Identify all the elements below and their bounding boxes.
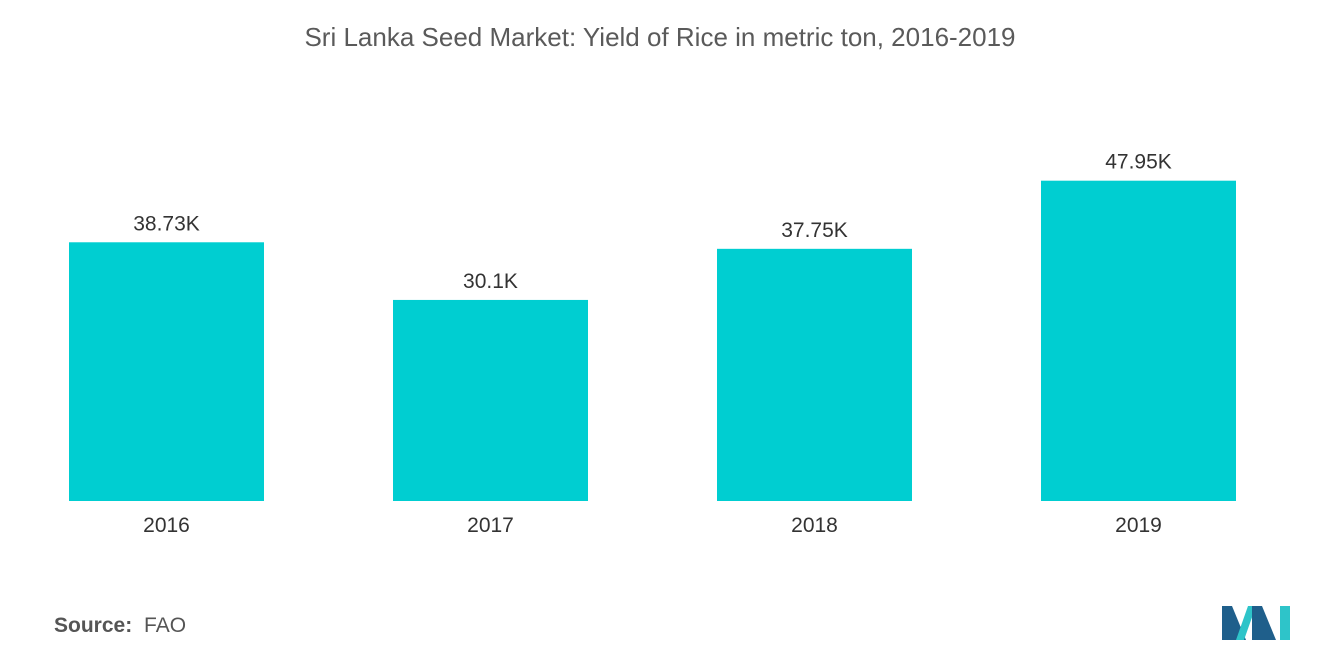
source-label: Source: <box>54 614 133 637</box>
bar-2016 <box>69 242 264 501</box>
x-tick-label-2018: 2018 <box>791 514 838 537</box>
x-axis-ticks: 2016 2017 2018 2019 <box>143 514 1162 537</box>
bars-group <box>69 180 1236 501</box>
source-note: Source: FAO <box>54 614 186 638</box>
value-label-2016: 38.73K <box>133 212 200 235</box>
source-value: FAO <box>144 614 187 637</box>
x-tick-label-2016: 2016 <box>143 514 190 537</box>
x-tick-label-2017: 2017 <box>467 514 514 537</box>
value-label-2017: 30.1K <box>463 270 518 293</box>
brand-logo-icon <box>1222 606 1290 640</box>
value-label-2019: 47.95K <box>1105 151 1172 174</box>
value-label-2018: 37.75K <box>781 219 848 242</box>
bar-2019 <box>1041 180 1236 501</box>
chart-title: Sri Lanka Seed Market: Yield of Rice in … <box>304 22 1016 52</box>
bar-2017 <box>393 299 588 501</box>
value-labels-group: 38.73K 30.1K 37.75K 47.95K <box>133 151 1172 293</box>
x-tick-label-2019: 2019 <box>1115 514 1162 537</box>
bar-2018 <box>717 248 912 501</box>
